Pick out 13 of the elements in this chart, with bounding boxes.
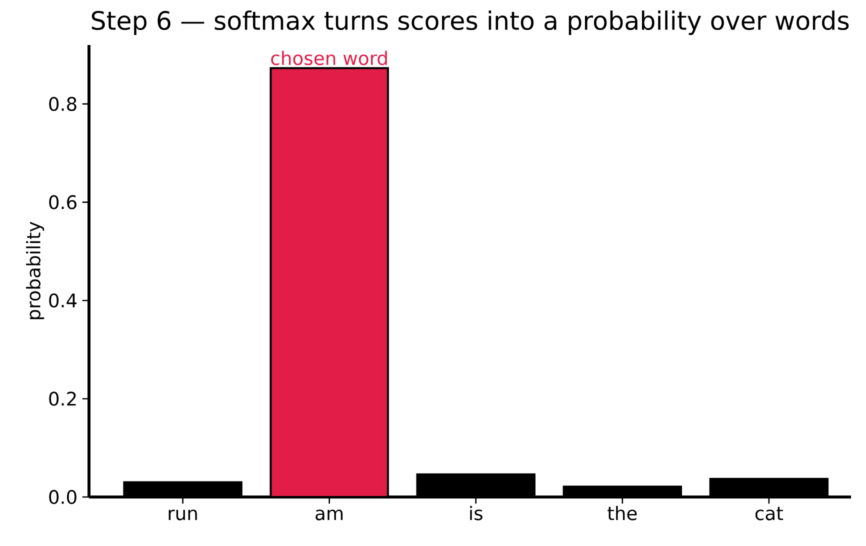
y-tick-label: 0.2 xyxy=(49,392,76,406)
y-axis-title: probability xyxy=(26,222,44,320)
annotation: chosen word xyxy=(271,50,387,66)
x-tick-label: cat xyxy=(755,506,784,520)
y-tick-label: 0.6 xyxy=(49,195,76,210)
x-tick-label: run xyxy=(168,510,197,520)
x-tick-label: am xyxy=(316,510,343,520)
y-tick-label: 0.4 xyxy=(49,293,77,308)
x-tick-label: is xyxy=(470,506,482,520)
x-tick-label: the xyxy=(608,506,637,520)
chart-title: Step 6 — softmax turns scores into a probability over words xyxy=(92,10,849,35)
y-tick-label: 0.0 xyxy=(49,490,76,504)
y-tick-label: 0.8 xyxy=(49,96,76,112)
